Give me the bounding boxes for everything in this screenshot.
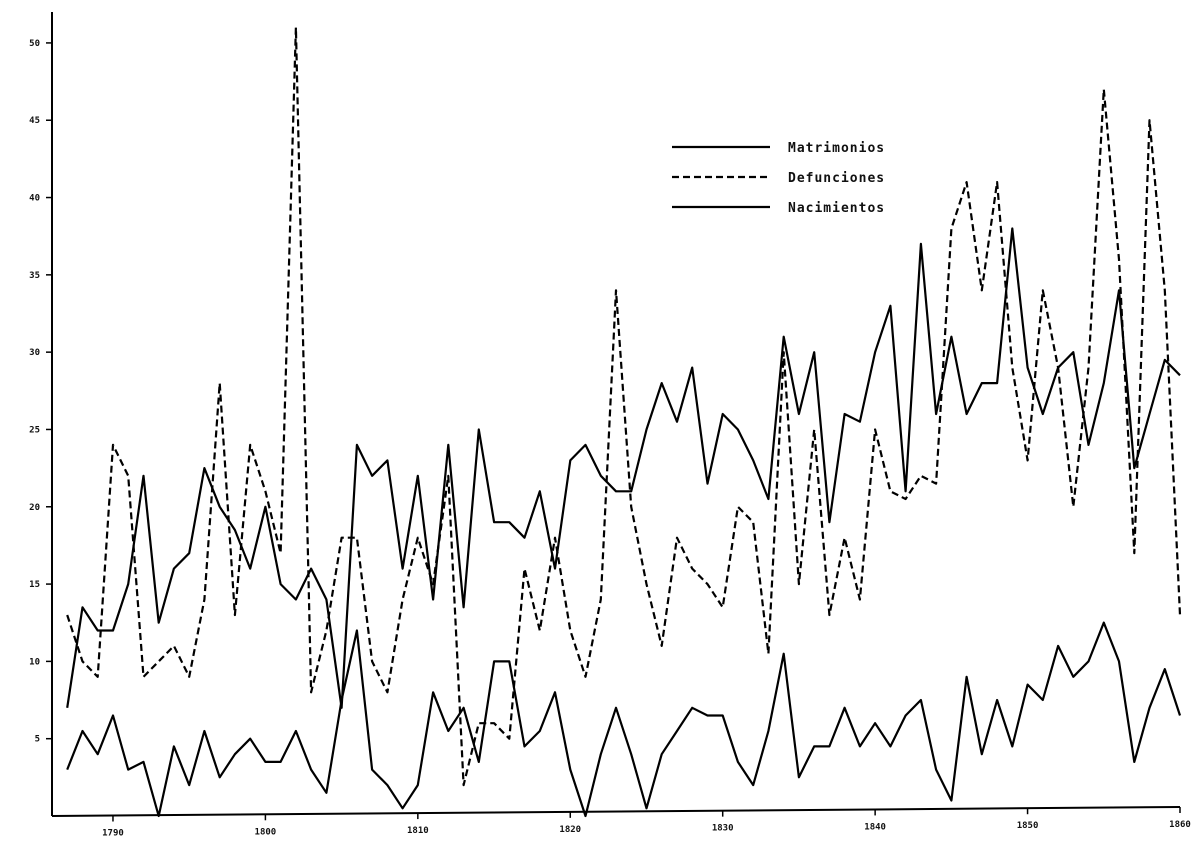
x-tick-label: 1840 [864, 822, 886, 832]
x-tick-label: 1860 [1169, 820, 1191, 830]
x-tick-label: 1830 [712, 824, 734, 834]
y-tick-label: 50 [29, 39, 40, 49]
legend-label-nacimientos: Nacimientos [788, 201, 885, 216]
x-axis-ticks: 1790 1800 1810 1820 1830 1840 1850 1860 [102, 807, 1191, 839]
y-tick-label: 20 [29, 503, 40, 513]
series-lines [66, 26, 1182, 818]
y-tick-label: 25 [29, 425, 40, 435]
legend-label-defunciones: Defunciones [788, 171, 885, 186]
x-tick-label: 1850 [1017, 821, 1039, 831]
chart-legend: Matrimonios Defunciones Nacimientos [672, 141, 885, 216]
y-tick-label: 35 [29, 271, 40, 281]
y-tick-label: 40 [29, 194, 40, 204]
series-line-matrimonios [66, 621, 1182, 818]
x-tick-label: 1820 [559, 825, 581, 835]
series-line-nacimientos [66, 227, 1181, 709]
y-axis-ticks: 5 10 15 20 25 30 35 40 45 50 [29, 39, 52, 745]
x-tick-label: 1810 [407, 826, 429, 836]
x-tick-label: 1790 [102, 829, 124, 839]
y-tick-label: 10 [29, 657, 40, 667]
y-tick-label: 5 [35, 735, 40, 745]
y-tick-label: 15 [29, 580, 40, 590]
x-axis-line [51, 806, 1181, 817]
y-tick-label: 45 [29, 116, 40, 126]
y-tick-label: 30 [29, 348, 40, 358]
legend-label-matrimonios: Matrimonios [788, 141, 885, 156]
series-line-defunciones [66, 26, 1182, 787]
x-tick-label: 1800 [255, 827, 277, 837]
chart-axes [51, 12, 1181, 817]
